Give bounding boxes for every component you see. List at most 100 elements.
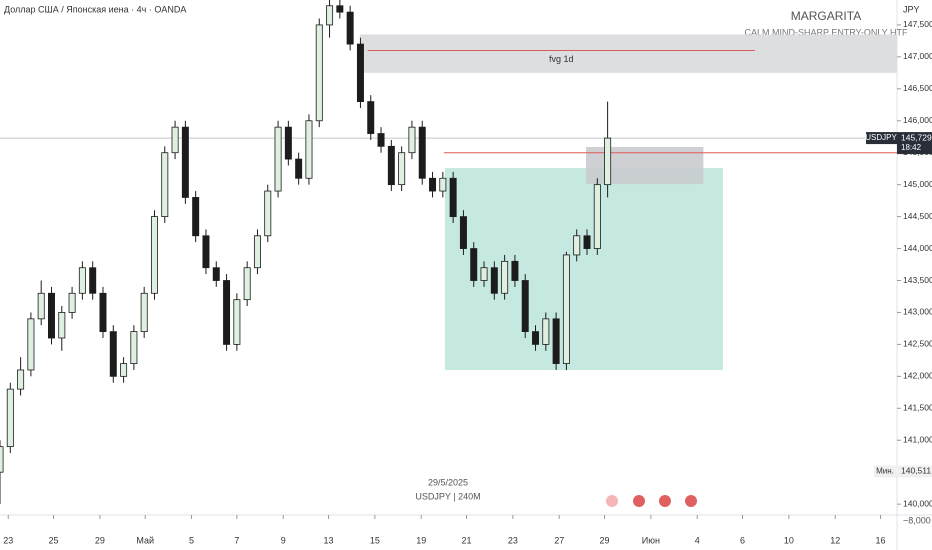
candle-body (418, 126, 426, 179)
x-tick-label: 25 (49, 535, 59, 545)
plot: fvg 1d (0, 0, 897, 505)
candle-body (181, 126, 189, 198)
candle-body (68, 292, 76, 313)
candle-body (0, 446, 4, 473)
symbol-box (866, 132, 897, 145)
event-icon[interactable] (659, 495, 671, 507)
candle-body (212, 267, 220, 281)
min-price-box (897, 465, 932, 478)
y-tick-label: 141,000 (903, 434, 932, 444)
x-tick-label: 16 (876, 535, 886, 545)
y-tick-label: 142,000 (903, 371, 932, 381)
candle-body (253, 235, 261, 269)
y-tick-label: 147,000 (903, 51, 932, 61)
candle-body (356, 43, 364, 102)
candle-body (295, 158, 303, 179)
candle-body (429, 177, 437, 192)
candle-body (305, 120, 313, 179)
last-price-label: 145,729 (901, 132, 932, 142)
last-price-box (897, 132, 932, 155)
candle-body (284, 126, 292, 160)
x-tick-label: 15 (370, 535, 380, 545)
y-tick-label: 142,500 (903, 339, 932, 349)
candle-body (48, 292, 55, 339)
candle-body (470, 248, 478, 281)
interval-label: USDJPY | 240M (415, 491, 480, 501)
candle-body (140, 292, 148, 333)
x-tick-label: 19 (416, 535, 426, 545)
candle-body (562, 254, 570, 364)
candle-body (542, 318, 550, 345)
candle-body (233, 299, 241, 345)
countdown: 18:42 (901, 143, 922, 152)
x-tick-label: 4 (695, 535, 700, 545)
x-tick-label: 9 (281, 535, 286, 545)
candle-body (109, 331, 117, 377)
candle-body (583, 235, 591, 249)
x-tick-label: 10 (784, 535, 794, 545)
x-tick-label: 13 (324, 535, 334, 545)
candle-body (326, 5, 334, 26)
event-icon[interactable] (606, 495, 618, 507)
currency-label: JPY (903, 4, 920, 14)
candle-body (367, 101, 375, 134)
y-tick-label: 144,500 (903, 211, 932, 221)
candle-body (37, 292, 45, 320)
candle-body (377, 133, 385, 147)
min-label-box (874, 465, 897, 478)
y-tick-label: 145,000 (903, 179, 932, 189)
candle-body (408, 126, 416, 154)
y-tick-label: 141,500 (903, 403, 932, 413)
candle-body (315, 24, 323, 122)
candle-body (78, 267, 86, 294)
candle-body (398, 152, 406, 186)
candle-body (459, 216, 467, 249)
candle-body (264, 190, 272, 237)
candle-body (604, 137, 612, 186)
x-tick-label: 12 (830, 535, 840, 545)
candle-body (521, 280, 529, 333)
candle-body (192, 197, 200, 237)
watermark-subtitle: CALM MIND-SHARP ENTRY-ONLY HTF (744, 27, 908, 37)
x-tick-label: Июн (642, 535, 660, 545)
axis-bottom-label: −8,000 (903, 515, 931, 525)
candle-body (449, 177, 457, 218)
y-tick-label: 146,500 (903, 83, 932, 93)
candle-body (439, 177, 447, 192)
y-tick-label: 140,000 (903, 498, 932, 508)
event-icon[interactable] (633, 495, 645, 507)
x-tick-label: 23 (3, 535, 13, 545)
candle-body (511, 260, 519, 281)
x-tick-label: 21 (462, 535, 472, 545)
min-label: Мин. (876, 467, 894, 476)
candle-body (573, 235, 581, 256)
candle-body (161, 152, 169, 218)
zone (359, 34, 897, 73)
min-price-label: 140,511 (901, 466, 931, 476)
x-tick-label: 27 (554, 535, 564, 545)
cursor-date: 29/5/2025 (428, 477, 468, 487)
candle-body (99, 292, 107, 333)
x-tick-label: 23 (508, 535, 518, 545)
candle-body (130, 331, 138, 364)
candle-body (346, 11, 354, 45)
x-tick-label: Май (136, 535, 154, 545)
candle-body (89, 267, 97, 294)
candle-body (387, 145, 395, 186)
y-tick-label: 143,000 (903, 307, 932, 317)
x-tick-label: 6 (740, 535, 745, 545)
candle-body (17, 369, 25, 390)
y-tick-label: 143,500 (903, 275, 932, 285)
y-tick-label: 146,000 (903, 115, 932, 125)
candle-body (58, 312, 66, 339)
x-tick-label: 29 (95, 535, 105, 545)
candle-body (274, 126, 282, 192)
candle-body (336, 5, 344, 13)
candle-body (480, 267, 488, 281)
candle-body (150, 216, 158, 294)
candle-body (223, 280, 231, 345)
event-icon[interactable] (685, 495, 697, 507)
candle-body (27, 318, 35, 371)
